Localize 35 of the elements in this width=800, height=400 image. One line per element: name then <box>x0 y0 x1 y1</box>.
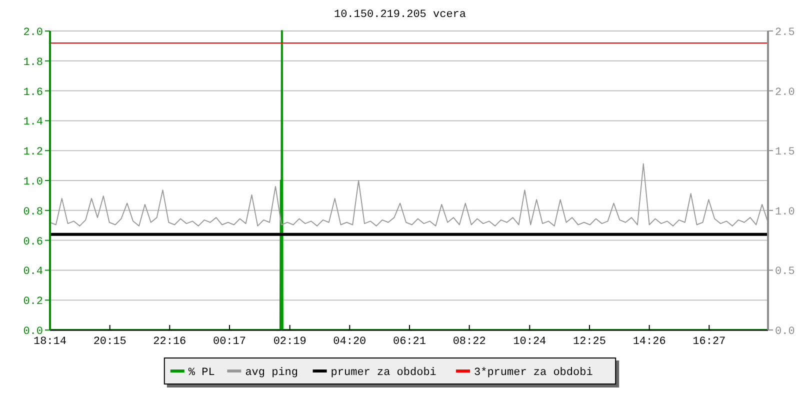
y2-tick-label: 0.5 <box>775 266 795 278</box>
y2-tick-label: 2.5 <box>775 27 795 39</box>
y2-tick-label: 2.0 <box>775 86 795 99</box>
y-tick-label: 1.2 <box>23 146 43 159</box>
y-tick-label: 1.0 <box>23 176 43 188</box>
x-tick-label: 20:15 <box>93 336 126 348</box>
y-tick-label: 1.4 <box>23 116 44 129</box>
x-tick-label: 22:16 <box>153 336 186 348</box>
y-tick-label: 1.6 <box>23 86 43 99</box>
x-tick-label: 06:21 <box>392 336 426 348</box>
y-tick-label: 0.4 <box>23 266 44 278</box>
x-tick-label: 16:27 <box>692 336 726 348</box>
y2-tick-label: 0.0 <box>775 326 795 338</box>
legend-label: 3*prumer za obdobi <box>474 367 594 379</box>
chart-title: 10.150.219.205 vcera <box>334 9 466 21</box>
y-tick-label: 1.8 <box>23 56 43 69</box>
y-tick-label: 0.0 <box>23 326 43 338</box>
x-tick-label: 00:17 <box>212 336 246 348</box>
legend-label: prumer za obdobi <box>330 367 437 379</box>
line-series <box>50 163 768 226</box>
y-tick-label: 0.2 <box>23 296 43 308</box>
x-tick-label: 14:26 <box>632 336 666 348</box>
x-tick-label: 12:25 <box>572 336 606 348</box>
legend-label: avg ping <box>245 367 298 379</box>
legend-label: % PL <box>188 367 215 379</box>
y-tick-label: 0.8 <box>23 206 43 218</box>
y-tick-label: 2.0 <box>23 27 43 39</box>
x-tick-label: 18:14 <box>33 336 67 348</box>
x-tick-label: 10:24 <box>513 336 547 348</box>
y2-tick-label: 1.5 <box>775 146 795 159</box>
y2-tick-label: 1.0 <box>775 206 795 218</box>
y-tick-label: 0.6 <box>23 236 43 248</box>
x-tick-label: 02:19 <box>273 336 306 348</box>
x-tick-label: 08:22 <box>452 336 486 348</box>
x-tick-label: 04:20 <box>333 336 366 348</box>
